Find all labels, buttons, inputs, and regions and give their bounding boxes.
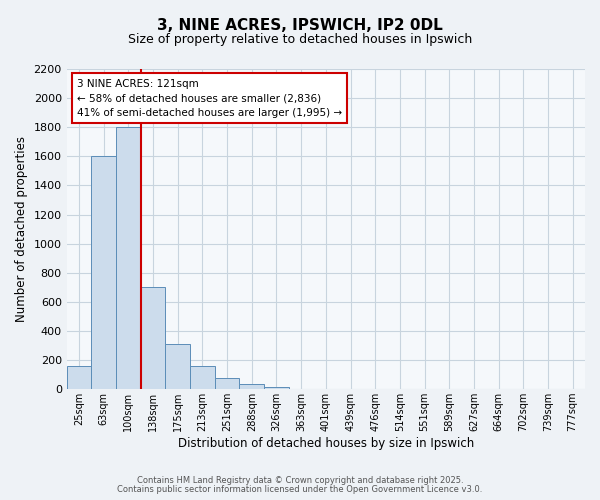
- Text: Size of property relative to detached houses in Ipswich: Size of property relative to detached ho…: [128, 32, 472, 46]
- Bar: [67, 366, 91, 389]
- Text: 3, NINE ACRES, IPSWICH, IP2 0DL: 3, NINE ACRES, IPSWICH, IP2 0DL: [157, 18, 443, 32]
- Bar: [215, 378, 239, 389]
- Bar: [190, 366, 215, 389]
- Y-axis label: Number of detached properties: Number of detached properties: [15, 136, 28, 322]
- Bar: [166, 344, 190, 389]
- Text: Contains public sector information licensed under the Open Government Licence v3: Contains public sector information licen…: [118, 484, 482, 494]
- Bar: [116, 127, 141, 389]
- Bar: [141, 288, 166, 389]
- Text: 3 NINE ACRES: 121sqm
← 58% of detached houses are smaller (2,836)
41% of semi-de: 3 NINE ACRES: 121sqm ← 58% of detached h…: [77, 78, 342, 118]
- X-axis label: Distribution of detached houses by size in Ipswich: Distribution of detached houses by size …: [178, 437, 474, 450]
- Bar: [264, 387, 289, 389]
- Text: Contains HM Land Registry data © Crown copyright and database right 2025.: Contains HM Land Registry data © Crown c…: [137, 476, 463, 485]
- Bar: [91, 156, 116, 389]
- Bar: [239, 384, 264, 389]
